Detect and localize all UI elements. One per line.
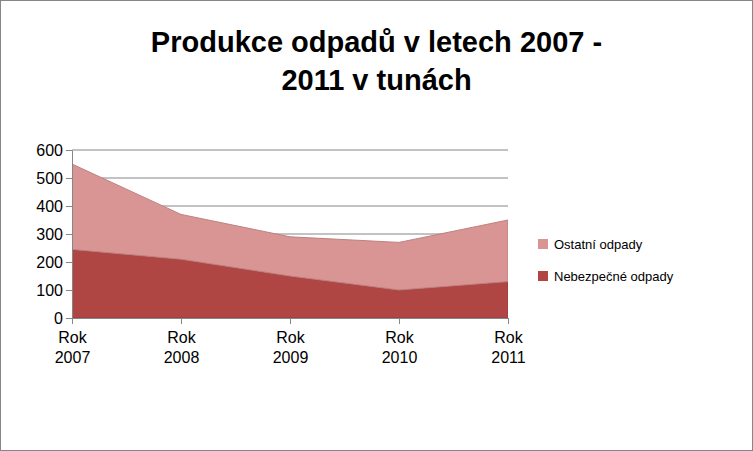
y-tick-mark — [66, 234, 72, 235]
x-tick-mark — [399, 318, 400, 324]
x-tick-label-line: Rok — [276, 329, 305, 346]
y-axis-line — [72, 151, 73, 319]
x-tick-mark — [290, 318, 291, 324]
title: Produkce odpadů v letech 2007 - 2011 v tu… — [151, 26, 602, 96]
x-tick-label-line: 2009 — [273, 349, 309, 366]
x-tick: Rok 2011 — [491, 318, 526, 366]
x-axis: Rok 2007 Rok 2008 Rok 2009 Rok 2010 Rok 2011 — [55, 318, 526, 366]
x-tick: Rok 2010 — [382, 318, 418, 366]
y-tick-label: 500 — [36, 170, 63, 187]
x-tick: Rok 2007 — [55, 318, 91, 366]
y-axis: 0 100 200 300 400 500 600 — [36, 142, 72, 327]
y-tick-label: 200 — [36, 254, 63, 271]
y-tick-mark — [66, 318, 72, 319]
chart: Produkce odpadů v letech 2007 - 2011 v tu… — [0, 0, 753, 451]
y-tick-label: 400 — [36, 198, 63, 215]
x-tick-mark — [181, 318, 182, 324]
y-tick: 200 — [36, 254, 72, 271]
legend: Ostatní odpady Nebezpečné odpady — [538, 237, 674, 284]
x-tick-label: Rok 2008 — [164, 329, 200, 365]
plot-area — [72, 164, 508, 318]
x-tick-label: Rok 2011 — [491, 329, 526, 365]
y-tick-mark — [66, 178, 72, 179]
grid-line — [72, 178, 508, 179]
y-tick: 300 — [36, 226, 72, 243]
x-tick-label-line: Rok — [167, 329, 196, 346]
y-tick-label: 600 — [36, 142, 63, 159]
y-tick: 400 — [36, 198, 72, 215]
grid-line — [72, 150, 508, 151]
y-tick-mark — [66, 262, 72, 263]
legend-swatch — [538, 239, 548, 249]
title-line: 2011 v tunách — [281, 64, 471, 96]
y-tick: 600 — [36, 142, 72, 159]
legend-label: Ostatní odpady — [554, 237, 643, 252]
chart-border — [1, 1, 753, 451]
x-tick: Rok 2009 — [273, 318, 309, 366]
y-tick: 0 — [54, 310, 72, 327]
title-line: Produkce odpadů v letech 2007 - — [151, 26, 602, 58]
x-tick-mark — [508, 318, 509, 324]
y-tick-label: 100 — [36, 282, 63, 299]
y-tick-mark — [66, 206, 72, 207]
y-tick-mark — [66, 150, 72, 151]
x-tick-label-line: 2007 — [55, 349, 91, 366]
x-tick-mark — [72, 318, 73, 324]
x-tick-label: Rok 2009 — [273, 329, 309, 365]
legend-swatch — [538, 271, 548, 281]
grid — [72, 150, 508, 318]
x-tick-label-line: Rok — [58, 329, 87, 346]
x-tick-label-line: 2008 — [164, 349, 200, 366]
y-tick-label: 300 — [36, 226, 63, 243]
y-tick: 100 — [36, 282, 72, 299]
x-tick: Rok 2008 — [164, 318, 200, 366]
x-tick-label-line: 2010 — [382, 349, 418, 366]
x-tick-label: Rok 2007 — [55, 329, 91, 365]
x-tick-label-line: 2011 — [491, 349, 526, 366]
y-tick: 500 — [36, 170, 72, 187]
area — [72, 164, 508, 290]
legend-label: Nebezpečné odpady — [554, 269, 674, 284]
x-tick-label-line: Rok — [385, 329, 414, 346]
x-tick-label-line: Rok — [494, 329, 523, 346]
x-tick-label: Rok 2010 — [382, 329, 418, 365]
y-tick-label: 0 — [54, 310, 63, 327]
y-tick-mark — [66, 290, 72, 291]
